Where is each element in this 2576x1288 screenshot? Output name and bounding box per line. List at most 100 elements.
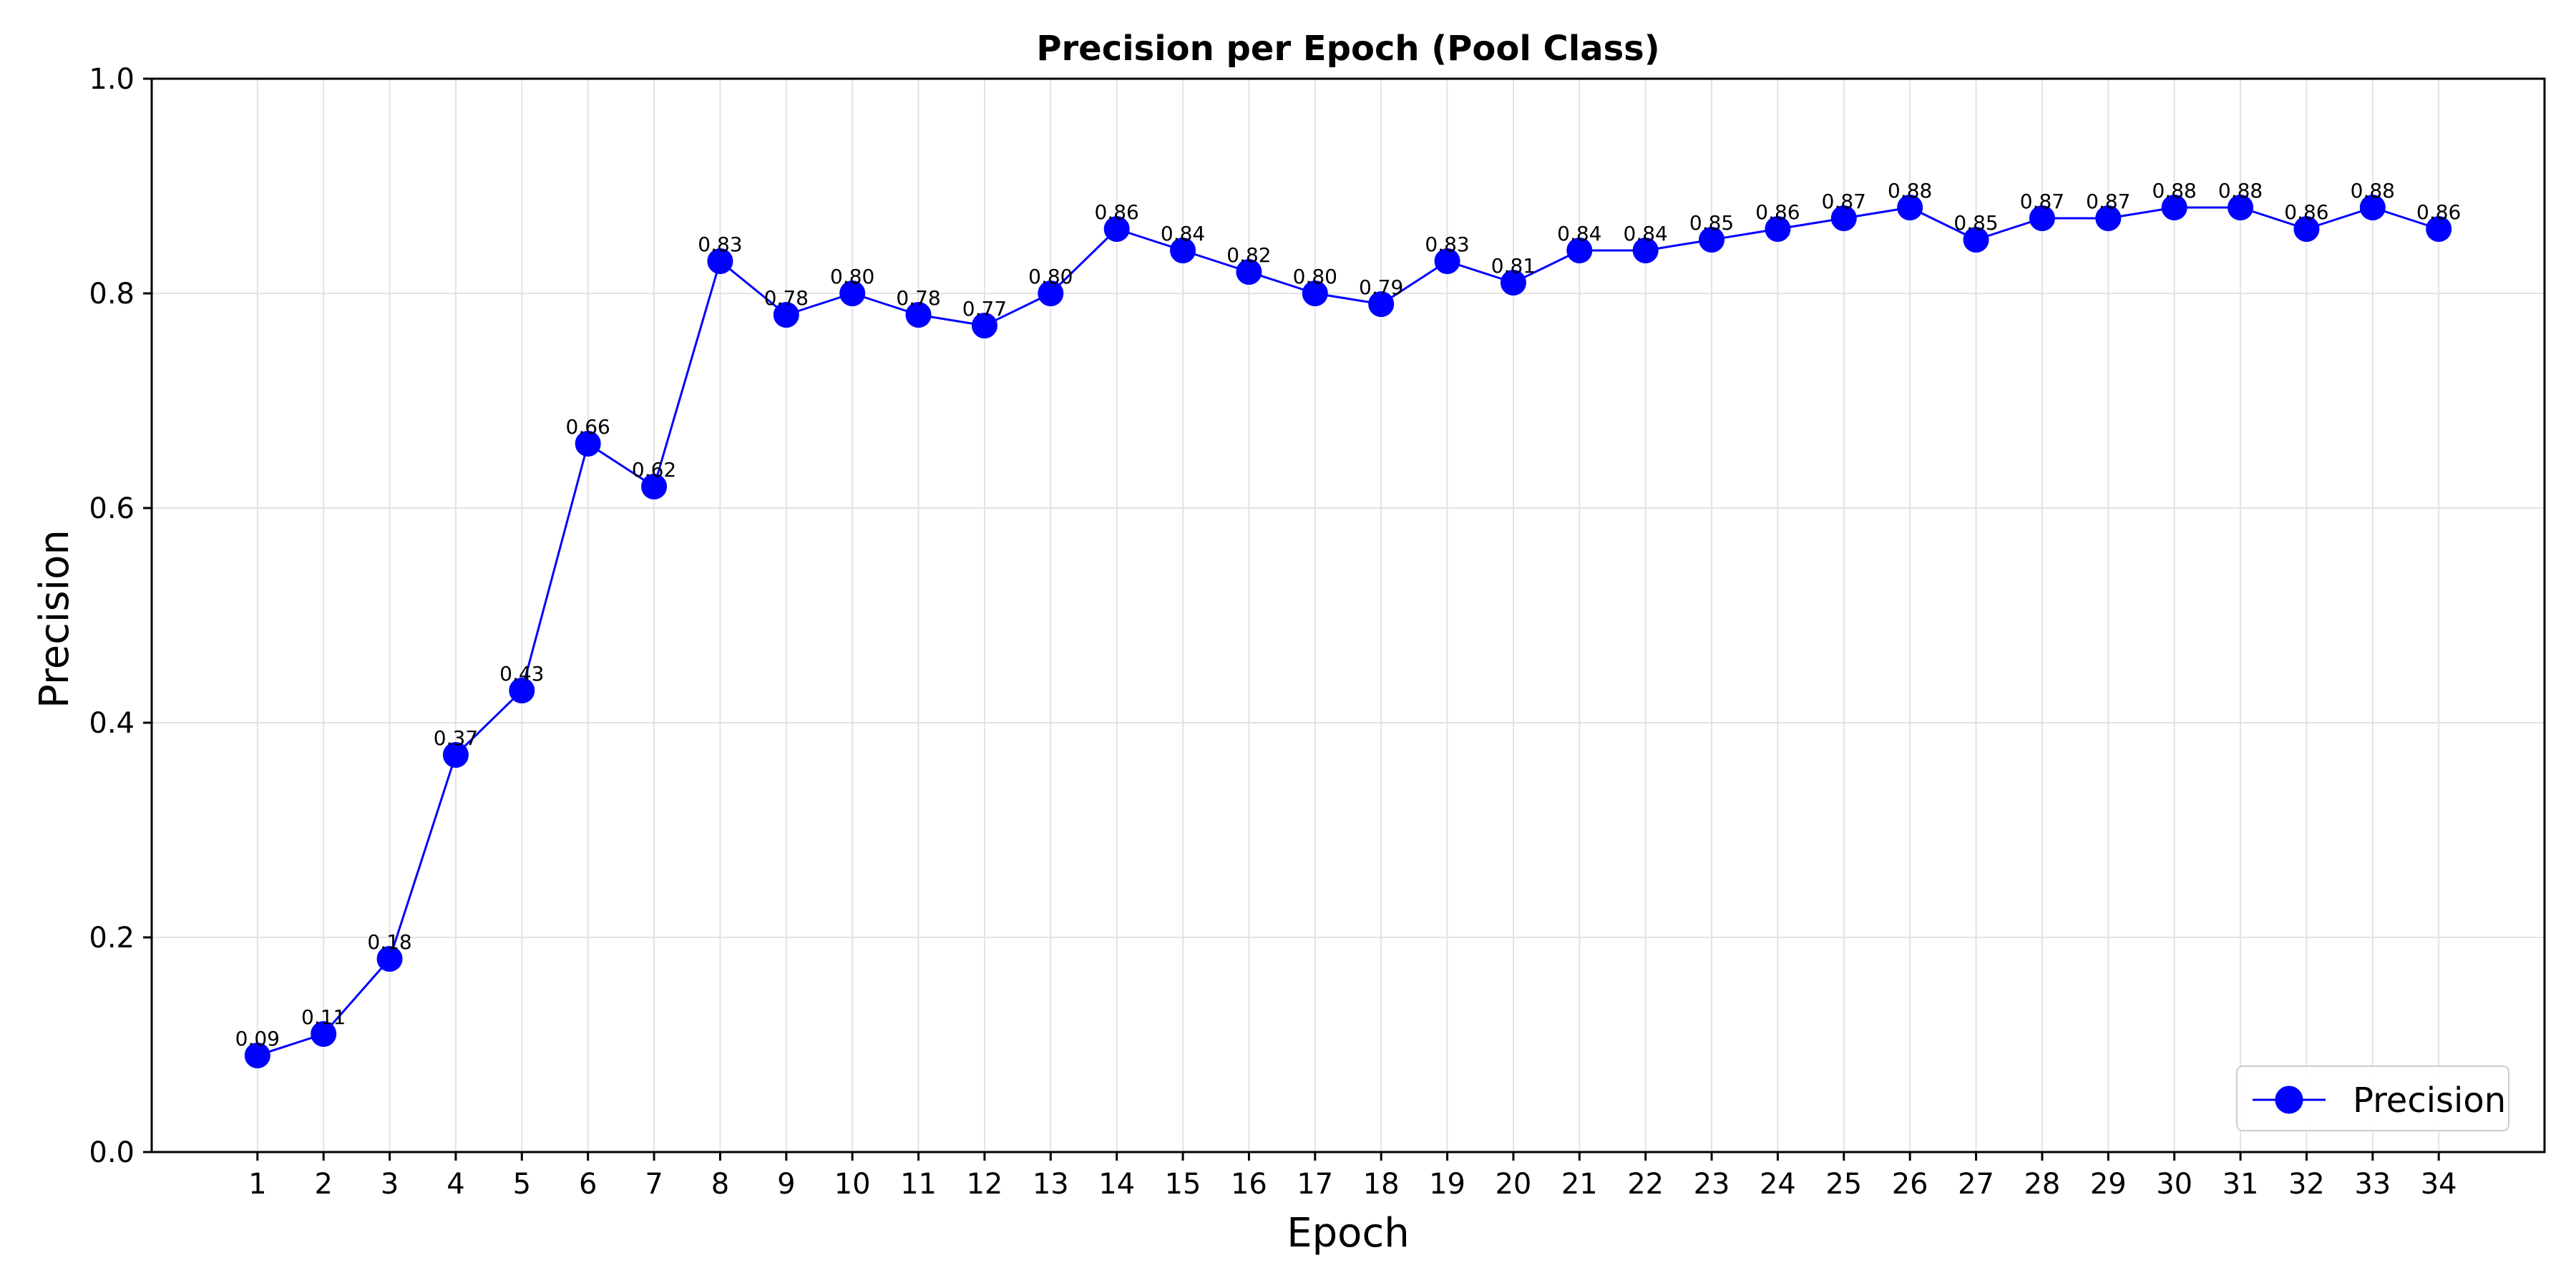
data-label: 0.88 [2152, 179, 2197, 203]
data-point [1103, 216, 1130, 242]
data-label: 0.79 [1359, 275, 1403, 299]
data-label: 0.66 [566, 415, 610, 439]
x-tick-label: 13 [1033, 1168, 1069, 1201]
data-label: 0.80 [1028, 265, 1073, 288]
data-label: 0.37 [434, 726, 478, 750]
data-point [839, 280, 866, 306]
legend: Precision [2236, 1065, 2509, 1131]
data-label: 0.86 [2284, 200, 2328, 224]
x-axis-label: Epoch [1287, 1210, 1409, 1257]
data-point [773, 302, 799, 328]
x-tick-label: 23 [1694, 1168, 1730, 1201]
data-point [2095, 205, 2122, 231]
data-label: 0.80 [1293, 265, 1337, 288]
x-tick-label: 14 [1098, 1168, 1135, 1201]
x-tick-label: 27 [1958, 1168, 1994, 1201]
data-label: 0.84 [1557, 222, 1601, 245]
data-label: 0.88 [2218, 179, 2263, 203]
data-point [641, 474, 668, 499]
data-point [2293, 216, 2320, 242]
data-point [1897, 195, 1923, 220]
x-tick-label: 28 [2024, 1168, 2060, 1201]
data-point [1830, 205, 1857, 231]
data-point [2426, 216, 2452, 242]
x-tick-label: 26 [1892, 1168, 1928, 1201]
data-label: 0.85 [1689, 211, 1734, 235]
x-tick-label: 17 [1297, 1168, 1333, 1201]
legend-frame [2236, 1065, 2509, 1131]
y-tick-label: 1.0 [89, 63, 135, 96]
data-point [1038, 280, 1064, 306]
labels-layer: 0.09 0.11 0.18 0.37 0.43 0.66 0.62 0.83 0.78 0.80… [235, 179, 2462, 1050]
x-tick-label: 34 [2421, 1168, 2457, 1201]
x-tick-label: 3 [381, 1168, 399, 1201]
data-label: 0.82 [1226, 243, 1271, 267]
plot-frame [150, 77, 2546, 1153]
data-point [1368, 291, 1395, 317]
data-label: 0.83 [1425, 233, 1469, 256]
data-point [244, 1043, 270, 1068]
data-point [1699, 227, 1725, 253]
data-label: 0.88 [1888, 179, 1932, 203]
y-tick-label: 0.0 [89, 1136, 135, 1169]
x-tick-label: 5 [513, 1168, 531, 1201]
x-tick-label: 20 [1495, 1168, 1531, 1201]
x-tick-label: 33 [2354, 1168, 2391, 1201]
chart-title: Precision per Epoch (Pool Class) [1036, 29, 1659, 69]
data-point [971, 313, 997, 338]
y-tick-label: 0.2 [89, 922, 135, 955]
data-point [509, 678, 535, 703]
data-label: 0.84 [1624, 222, 1668, 245]
data-label: 0.18 [367, 930, 411, 954]
data-label: 0.78 [764, 286, 809, 310]
data-point [2228, 195, 2254, 220]
data-point [1765, 216, 1791, 242]
data-label: 0.85 [1953, 211, 1998, 235]
x-tick-label: 29 [2090, 1168, 2127, 1201]
data-label: 0.87 [2086, 190, 2130, 213]
x-tick-label: 4 [447, 1168, 464, 1201]
data-point [2161, 195, 2187, 220]
x-tick-label: 6 [579, 1168, 597, 1201]
legend-label: Precision [2353, 1080, 2506, 1121]
x-tick-label: 30 [2156, 1168, 2192, 1201]
data-label: 0.80 [830, 265, 874, 288]
data-label: 0.43 [499, 662, 544, 686]
data-label: 0.87 [1822, 190, 1866, 213]
x-tick-label: 19 [1429, 1168, 1465, 1201]
data-point [1236, 259, 1262, 285]
x-tick-label: 25 [1825, 1168, 1862, 1201]
y-tick-label: 0.4 [89, 707, 135, 740]
x-tick-label: 9 [777, 1168, 795, 1201]
x-tick-label: 8 [711, 1168, 729, 1201]
data-label: 0.84 [1161, 222, 1205, 245]
y-tick-label: 0.6 [89, 492, 135, 525]
data-label: 0.62 [632, 458, 676, 482]
data-label: 0.77 [962, 297, 1007, 321]
data-label: 0.09 [235, 1027, 280, 1050]
data-point [1632, 238, 1659, 263]
data-point [905, 302, 932, 328]
data-point [575, 431, 601, 457]
data-point [2029, 205, 2055, 231]
data-point [707, 248, 733, 274]
data-point [442, 742, 469, 768]
data-point [2359, 195, 2386, 220]
axes-layer [150, 77, 2546, 1153]
series-layer [244, 195, 2452, 1068]
data-label: 0.87 [2020, 190, 2064, 213]
data-point [311, 1021, 337, 1047]
x-tick-label: 31 [2223, 1168, 2259, 1201]
data-point [376, 946, 403, 972]
x-tick-label: 7 [645, 1168, 663, 1201]
data-label: 0.11 [301, 1005, 346, 1029]
series-line [257, 206, 2439, 1057]
data-point [1500, 270, 1526, 296]
ticks-layer: 1 2 3 4 5 6 7 8 9 10 11 12 13 14 15 16 17 18 19 20 21 22 23 24 2… [89, 63, 2457, 1201]
legend-marker [2275, 1085, 2303, 1114]
data-label: 0.86 [1755, 200, 1800, 224]
x-tick-label: 11 [900, 1168, 937, 1201]
data-point [1963, 227, 1989, 253]
